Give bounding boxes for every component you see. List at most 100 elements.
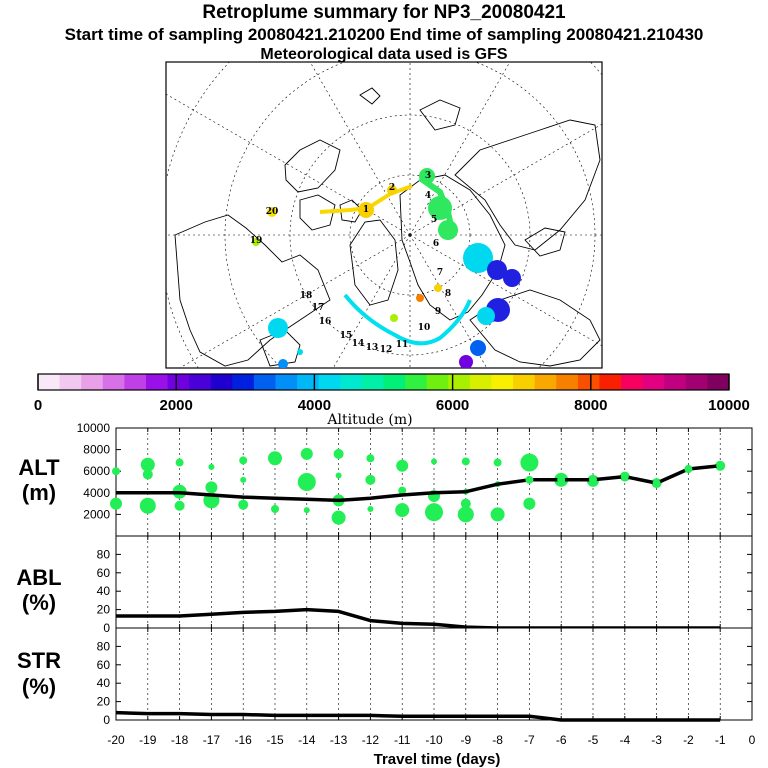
colorbar-swatch [491, 374, 514, 390]
y-tick-label: 80 [97, 547, 111, 561]
altitude-scatter-point [240, 476, 247, 483]
map-day-label: 8 [445, 289, 451, 299]
panel-str: 0 20 40 60 80 STR(%) [17, 627, 753, 727]
colorbar-swatch [685, 374, 708, 390]
colorbar-swatch [513, 374, 536, 390]
colorbar-swatch [102, 374, 125, 390]
colorbar-tick-label: 10000 [708, 397, 750, 414]
x-tick-label: -20 [107, 733, 125, 747]
plume-dot [297, 349, 303, 355]
colorbar-swatch [297, 374, 320, 390]
map-meridian [309, 62, 411, 236]
plume-dot [434, 284, 442, 292]
panel-alt: 2000 4000 6000 8000 10000 ALT(m) [18, 421, 753, 537]
sampling-times: Start time of sampling 20080421.210200 E… [64, 25, 704, 44]
colorbar-swatch [167, 374, 190, 390]
colorbar-swatch [534, 374, 557, 390]
plume-dot [358, 202, 374, 218]
map-day-label: 13 [366, 343, 379, 353]
plume-dot [390, 314, 398, 322]
y-tick-label: 40 [97, 676, 111, 690]
altitude-scatter-point [300, 447, 313, 460]
altitude-scatter-point [365, 474, 376, 485]
plume-dot [459, 355, 473, 368]
map-day-label: 3 [425, 171, 431, 181]
colorbar-swatch [469, 374, 492, 390]
altitude-scatter-point [297, 473, 316, 491]
y-tick-label: 2000 [83, 507, 110, 521]
colorbar-swatch [59, 374, 82, 390]
altitude-scatter-point [238, 499, 249, 510]
plume-dot [463, 243, 493, 273]
x-tick-label: -3 [651, 733, 662, 747]
colorbar-swatch [81, 374, 104, 390]
plume-dot [252, 238, 260, 246]
met-data-note: Meteorological data used is GFS [260, 46, 508, 63]
colorbar-tick-label: 4000 [298, 397, 331, 414]
plume-dot [267, 207, 277, 217]
x-tick-label: -17 [203, 733, 221, 747]
y-axis-label: ALT [18, 455, 60, 480]
colorbar-swatch [124, 374, 147, 390]
y-tick-label: 8000 [83, 443, 110, 457]
plume-dot [470, 340, 486, 356]
colorbar-swatch [210, 374, 233, 390]
y-tick-label: 60 [97, 658, 111, 672]
x-tick-label: -8 [492, 733, 503, 747]
colorbar-swatch [189, 374, 212, 390]
altitude-scatter-point [396, 459, 409, 472]
map-meridian [332, 234, 411, 368]
series-point [716, 461, 725, 470]
map-day-label: 7 [437, 268, 443, 278]
map-day-label: 16 [319, 317, 332, 327]
altitude-scatter-point [205, 481, 218, 494]
altitude-colorbar [37, 373, 730, 391]
map-day-label: 17 [312, 303, 325, 313]
x-tick-label: -10 [425, 733, 443, 747]
altitude-scatter-point [493, 458, 502, 467]
y-axis-label: ABL [16, 565, 61, 590]
colorbar-swatch [361, 374, 384, 390]
y-axis-label-unit: (m) [22, 480, 56, 505]
y-axis-label-unit: (%) [22, 590, 56, 615]
colorbar-swatch [621, 374, 644, 390]
plume-dot [387, 185, 397, 195]
map-day-label: 11 [396, 340, 409, 350]
altitude-scatter-point [461, 457, 470, 466]
series-point [525, 475, 534, 484]
altitude-scatter-point [333, 448, 344, 459]
y-axis-label-unit: (%) [22, 674, 56, 699]
map-frame [165, 61, 603, 369]
colorbar-swatch [253, 374, 276, 390]
altitude-scatter-point [490, 507, 505, 522]
plume-dot [503, 269, 521, 287]
altitude-scatter-point [208, 463, 215, 470]
map-meridian [409, 234, 602, 347]
altitude-scatter-point [366, 454, 375, 463]
x-tick-label: -2 [683, 733, 694, 747]
x-tick-label: -4 [619, 733, 630, 747]
colorbar-tick-label: 0 [34, 397, 42, 414]
colorbar-tick-labels: 0 2000 4000 6000 8000 10000 [34, 397, 750, 414]
altitude-scatter-point [268, 451, 282, 466]
altitude-scatter-point [457, 506, 474, 523]
x-tick-label: -13 [330, 733, 348, 747]
altitude-scatter-point [520, 453, 539, 472]
y-tick-label: 60 [97, 566, 111, 580]
y-tick-label: 20 [97, 695, 111, 709]
colorbar-swatch [275, 374, 298, 390]
map-day-label: 20 [266, 207, 279, 217]
x-tick-label: -5 [588, 733, 599, 747]
plume-dot [278, 359, 288, 368]
altitude-scatter-point [271, 505, 279, 513]
colorbar-swatch [318, 374, 341, 390]
altitude-scatter-point [425, 503, 443, 522]
chart-title: Retroplume summary for NP3_20080421 [202, 2, 566, 23]
map-day-label: 1 [363, 205, 369, 215]
series-line-alt [116, 464, 721, 503]
altitude-scatter-point [175, 458, 184, 467]
x-tick-label: -18 [171, 733, 189, 747]
y-tick-label: 4000 [83, 486, 110, 500]
colorbar-swatch [145, 374, 168, 390]
series-point [652, 479, 661, 488]
